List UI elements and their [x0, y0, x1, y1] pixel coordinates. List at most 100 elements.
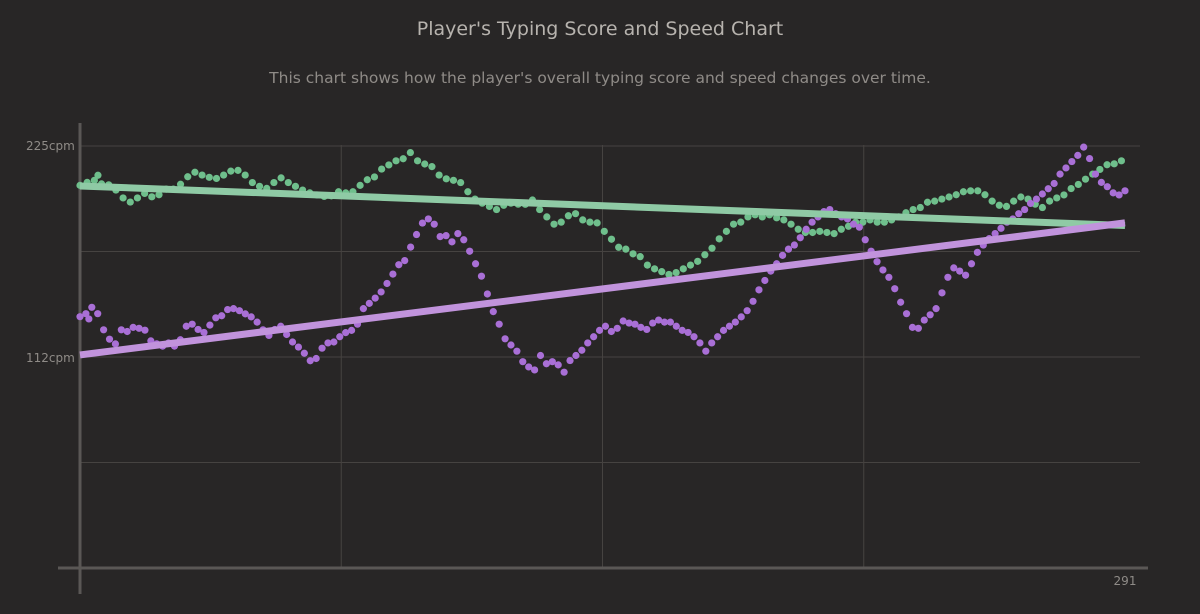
data-point: [660, 318, 669, 326]
data-point: [85, 315, 93, 323]
data-point: [1121, 187, 1129, 195]
chart-title: Player's Typing Score and Speed Chart: [416, 18, 784, 40]
data-point: [690, 333, 698, 341]
data-point: [460, 236, 468, 244]
data-point: [731, 318, 739, 326]
data-point: [897, 298, 905, 306]
data-point: [944, 273, 952, 281]
data-point: [967, 260, 976, 268]
data-point: [952, 191, 960, 199]
data-point: [277, 174, 285, 182]
data-point: [837, 225, 845, 233]
data-point: [356, 181, 364, 189]
data-point: [82, 310, 90, 318]
data-point: [995, 201, 1003, 209]
data-point: [1103, 183, 1111, 191]
data-point: [395, 261, 403, 269]
data-point: [88, 303, 96, 311]
tick-labels: 112cpm 225cpm 291: [26, 139, 1136, 588]
data-point: [424, 215, 432, 223]
data-point: [1085, 154, 1094, 163]
data-point: [666, 318, 674, 326]
data-point: [288, 338, 297, 346]
data-point: [1056, 170, 1064, 178]
data-point: [1038, 203, 1047, 212]
data-point: [123, 327, 131, 336]
data-point: [90, 176, 98, 184]
data-point: [1110, 160, 1118, 168]
data-point: [554, 361, 562, 369]
data-point: [737, 313, 745, 321]
data-point: [457, 178, 465, 187]
data-point: [212, 174, 221, 183]
data-point: [389, 270, 397, 278]
data-point: [94, 310, 102, 318]
chart-subtitle: This chart shows how the player's overal…: [269, 69, 931, 87]
data-point: [401, 256, 409, 265]
data-point: [194, 325, 202, 334]
data-point: [571, 210, 580, 218]
data-point: [722, 227, 730, 235]
data-point: [442, 175, 450, 183]
data-point: [519, 358, 527, 366]
data-point: [212, 314, 220, 322]
data-point: [291, 182, 300, 190]
data-point: [1044, 185, 1052, 193]
data-point: [495, 320, 503, 328]
data-point: [566, 356, 574, 365]
data-point: [1060, 191, 1068, 199]
data-point: [1050, 179, 1058, 188]
data-point: [471, 260, 480, 268]
data-point: [1109, 189, 1117, 197]
data-point: [229, 305, 238, 313]
data-point: [111, 340, 120, 348]
data-point: [991, 229, 999, 238]
data-point: [206, 321, 214, 329]
data-point: [974, 187, 982, 195]
data-point: [725, 322, 734, 330]
data-point: [378, 165, 386, 173]
data-point: [873, 218, 881, 226]
data-point: [787, 220, 795, 228]
grid-lines: [80, 145, 1140, 568]
data-point: [679, 265, 687, 273]
data-point: [914, 324, 922, 332]
data-point: [442, 232, 450, 240]
data-point: [1115, 191, 1123, 199]
data-point: [198, 171, 206, 179]
data-point: [613, 324, 621, 332]
data-point: [550, 220, 558, 228]
data-point: [808, 228, 817, 237]
data-point: [543, 213, 551, 221]
data-point: [729, 220, 738, 228]
data-point: [649, 319, 657, 327]
data-point: [743, 307, 751, 315]
data-point: [1074, 151, 1082, 159]
data-point: [418, 219, 427, 227]
data-point: [363, 176, 371, 184]
data-point: [1010, 197, 1018, 205]
data-point: [694, 257, 702, 265]
data-point: [294, 343, 303, 351]
data-point: [188, 320, 196, 328]
data-point: [849, 220, 858, 228]
data-point: [383, 279, 391, 288]
data-point: [100, 326, 108, 334]
data-point: [536, 205, 544, 214]
data-point: [449, 176, 458, 184]
data-point: [938, 289, 946, 297]
data-point: [1053, 194, 1061, 202]
data-point: [477, 272, 486, 280]
data-point: [744, 213, 752, 221]
data-point: [342, 329, 350, 337]
data-point: [855, 223, 863, 231]
data-point: [241, 310, 249, 318]
data-point: [859, 218, 867, 226]
data-point: [938, 195, 946, 203]
data-point: [909, 205, 917, 214]
data-point: [531, 366, 539, 374]
data-point: [191, 168, 199, 176]
data-point: [665, 270, 673, 279]
data-point: [607, 235, 616, 243]
data-point: [1017, 193, 1025, 201]
